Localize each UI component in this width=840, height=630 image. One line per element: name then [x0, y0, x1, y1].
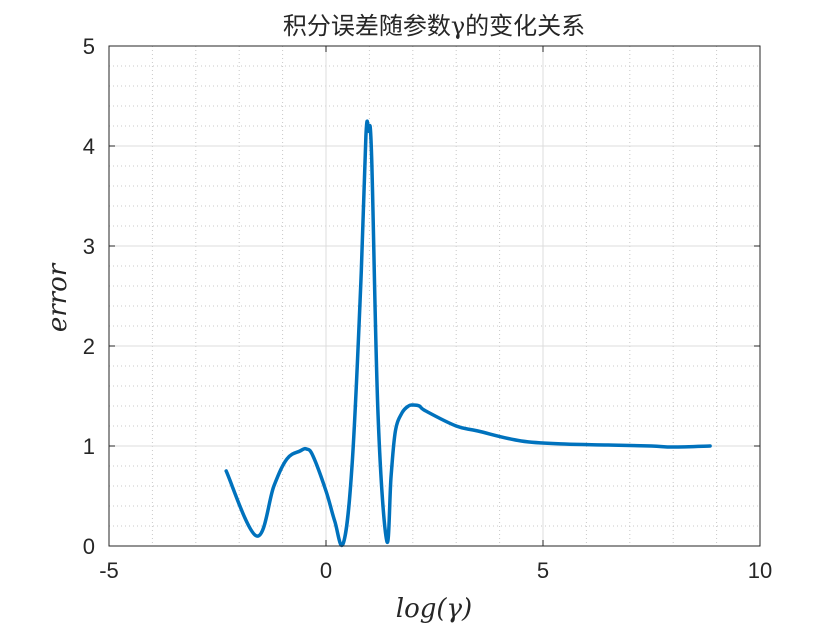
plot-frame — [108, 45, 761, 547]
y-tick-labels: 0 1 2 3 4 5 — [83, 34, 95, 559]
x-tick-label: 0 — [320, 558, 332, 583]
tick-marks — [108, 45, 761, 547]
x-tick-label: 5 — [537, 558, 549, 583]
plot-area — [109, 46, 760, 546]
y-tick-label: 2 — [83, 334, 95, 359]
x-tick-labels: -5 0 5 10 — [99, 558, 772, 583]
y-tick-label: 3 — [83, 234, 95, 259]
chart-title: 积分误差随参数γ的变化关系 — [283, 12, 585, 40]
x-axis-label: log(γ) — [396, 594, 472, 624]
series-line-0 — [224, 119, 712, 548]
y-tick-label: 0 — [83, 534, 95, 559]
y-tick-label: 1 — [83, 434, 95, 459]
x-tick-label: 10 — [748, 558, 772, 583]
y-tick-label: 5 — [83, 34, 95, 59]
y-tick-label: 4 — [83, 134, 95, 159]
x-tick-label: -5 — [99, 558, 119, 583]
y-axis-label: error — [43, 262, 73, 332]
